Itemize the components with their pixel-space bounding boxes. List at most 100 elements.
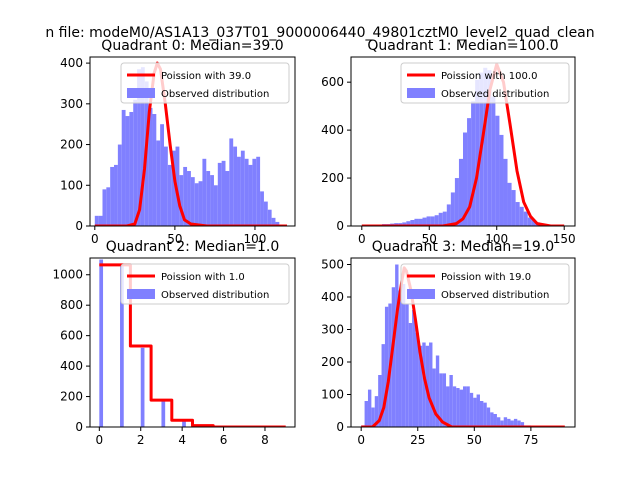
histogram-bar — [221, 160, 226, 226]
axes-frame — [350, 257, 576, 428]
y-tick-label: 300 — [60, 97, 83, 111]
histogram-bar — [371, 407, 375, 427]
legend-hist-label: Observed distribution — [441, 89, 549, 100]
histogram-bar — [94, 215, 99, 226]
histogram-bar — [133, 99, 138, 226]
histogram-bar — [120, 265, 124, 427]
histogram-bar — [466, 386, 470, 427]
histogram-bar — [438, 212, 443, 226]
histogram-bar — [161, 401, 166, 427]
legend-fit-label: Poission with 19.0 — [441, 272, 531, 283]
y-tick-label: 200 — [60, 390, 83, 404]
x-tick-label: 0 — [91, 232, 99, 246]
legend: Poission with 19.0 Observed distribution — [400, 263, 570, 305]
histogram-bar — [171, 150, 176, 226]
histogram-bar — [187, 171, 191, 226]
histogram-bar — [160, 124, 164, 226]
axes-frame — [89, 56, 296, 227]
histogram-bar — [459, 389, 463, 427]
legend-hist-swatch — [127, 88, 155, 98]
x-tick-label: 6 — [220, 433, 228, 447]
histogram-bar — [98, 215, 103, 226]
histogram-bar — [260, 191, 264, 226]
legend-fit-label: Poission with 1.0 — [161, 272, 245, 283]
histogram-bar — [244, 158, 249, 226]
histogram-bar — [102, 189, 107, 226]
histogram-bar — [402, 222, 407, 226]
histogram-bar — [398, 290, 402, 427]
histogram-bar — [486, 407, 491, 427]
histogram-bar — [418, 345, 423, 427]
histogram-bar — [452, 386, 457, 427]
y-tick-label: 100 — [60, 178, 83, 192]
histogram-bar — [450, 192, 455, 226]
histogram-bar — [156, 140, 161, 226]
histogram-bar — [237, 156, 241, 226]
y-tick-label: 0 — [75, 420, 83, 434]
y-tick-label: 200 — [321, 171, 344, 185]
legend: Poission with 100.0 Observed distribution — [400, 62, 570, 104]
histogram-bar — [367, 389, 372, 427]
histogram-bar — [429, 342, 433, 427]
x-tick-label: 100 — [244, 232, 267, 246]
axes-frame — [350, 56, 576, 227]
histogram-bar — [520, 422, 525, 427]
chart-title: Quadrant 0: Median=39.0 — [101, 38, 283, 54]
legend-fit-label: Poission with 39.0 — [161, 71, 251, 82]
chart-title: Quadrant 2: Median=1.0 — [106, 239, 280, 255]
histogram-bar — [491, 96, 496, 226]
histogram-bar — [275, 221, 280, 226]
histogram-bar — [476, 394, 480, 427]
histogram-bar — [378, 375, 382, 427]
y-tick-label: 100 — [321, 388, 344, 402]
y-tick-label: 600 — [60, 329, 83, 343]
histogram-bar — [179, 175, 184, 226]
axes-frame — [89, 257, 296, 428]
histogram-bar — [408, 323, 413, 427]
histogram-bar — [414, 218, 419, 226]
histogram-bar — [422, 217, 427, 226]
x-tick-label: 0 — [357, 433, 365, 447]
histogram-bar — [475, 79, 480, 226]
histogram-bar — [507, 182, 512, 226]
histogram-bar — [483, 67, 488, 226]
x-tick-label: 50 — [167, 232, 182, 246]
y-tick-label: 500 — [321, 258, 344, 272]
histogram-bar — [225, 171, 230, 226]
histogram-bar — [456, 388, 460, 427]
histogram-bar — [458, 158, 463, 226]
histogram-bar — [213, 185, 218, 226]
x-tick-label: 0 — [95, 433, 103, 447]
histogram-bar — [114, 164, 118, 226]
histogram-bar — [517, 420, 521, 427]
x-tick-label: 2 — [137, 433, 145, 447]
histogram-bar — [240, 150, 245, 226]
histogram-bars — [99, 259, 186, 427]
histogram-bar — [435, 355, 440, 427]
histogram-bar — [531, 220, 536, 226]
histogram-bar — [229, 138, 234, 226]
histogram-bar — [175, 146, 180, 226]
histogram-bar — [148, 107, 153, 226]
legend-hist-label: Observed distribution — [161, 290, 269, 301]
histogram-bar — [490, 412, 494, 427]
chart-panel-1: 0 50 100 150 0 200 400 600 Quadrant 1: Median=10… — [321, 38, 576, 246]
histogram-bar — [163, 146, 168, 226]
legend: Poission with 39.0 Observed distribution — [120, 62, 290, 104]
y-tick-label: 400 — [321, 290, 344, 304]
histogram-bar — [439, 373, 443, 427]
histogram-bar — [495, 115, 500, 226]
chart-panel-3: 0 25 50 75 0 100 200 300 400 500 Quadrant 3: Media… — [321, 239, 576, 447]
x-tick-label: 8 — [261, 433, 269, 447]
histogram-bar — [271, 217, 276, 226]
histogram-bar — [499, 134, 504, 226]
histogram-bar — [442, 211, 447, 226]
legend-box — [120, 62, 290, 104]
histogram-bar — [117, 144, 122, 226]
histogram-bar — [463, 132, 468, 226]
legend: Poission with 1.0 Observed distribution — [120, 263, 290, 305]
histogram-bar — [364, 401, 368, 427]
histogram-bar — [406, 221, 411, 226]
histogram-bar — [442, 373, 447, 427]
